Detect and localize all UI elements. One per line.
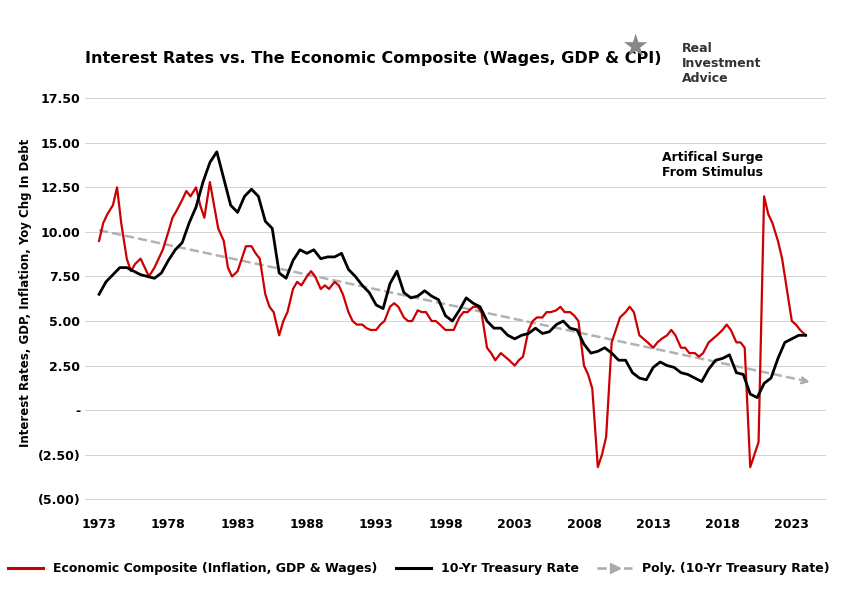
Text: Interest Rates vs. The Economic Composite (Wages, GDP & CPI): Interest Rates vs. The Economic Composit… xyxy=(85,51,662,66)
Text: Artifical Surge
From Stimulus: Artifical Surge From Stimulus xyxy=(662,150,763,179)
Legend: Economic Composite (Inflation, GDP & Wages), 10-Yr Treasury Rate, Poly. (10-Yr T: Economic Composite (Inflation, GDP & Wag… xyxy=(3,557,835,580)
Text: Real
Investment
Advice: Real Investment Advice xyxy=(682,42,761,85)
Text: ★: ★ xyxy=(621,33,648,62)
Y-axis label: Interest Rates, GDP, Inflation, Yoy Chg In Debt: Interest Rates, GDP, Inflation, Yoy Chg … xyxy=(19,139,32,447)
